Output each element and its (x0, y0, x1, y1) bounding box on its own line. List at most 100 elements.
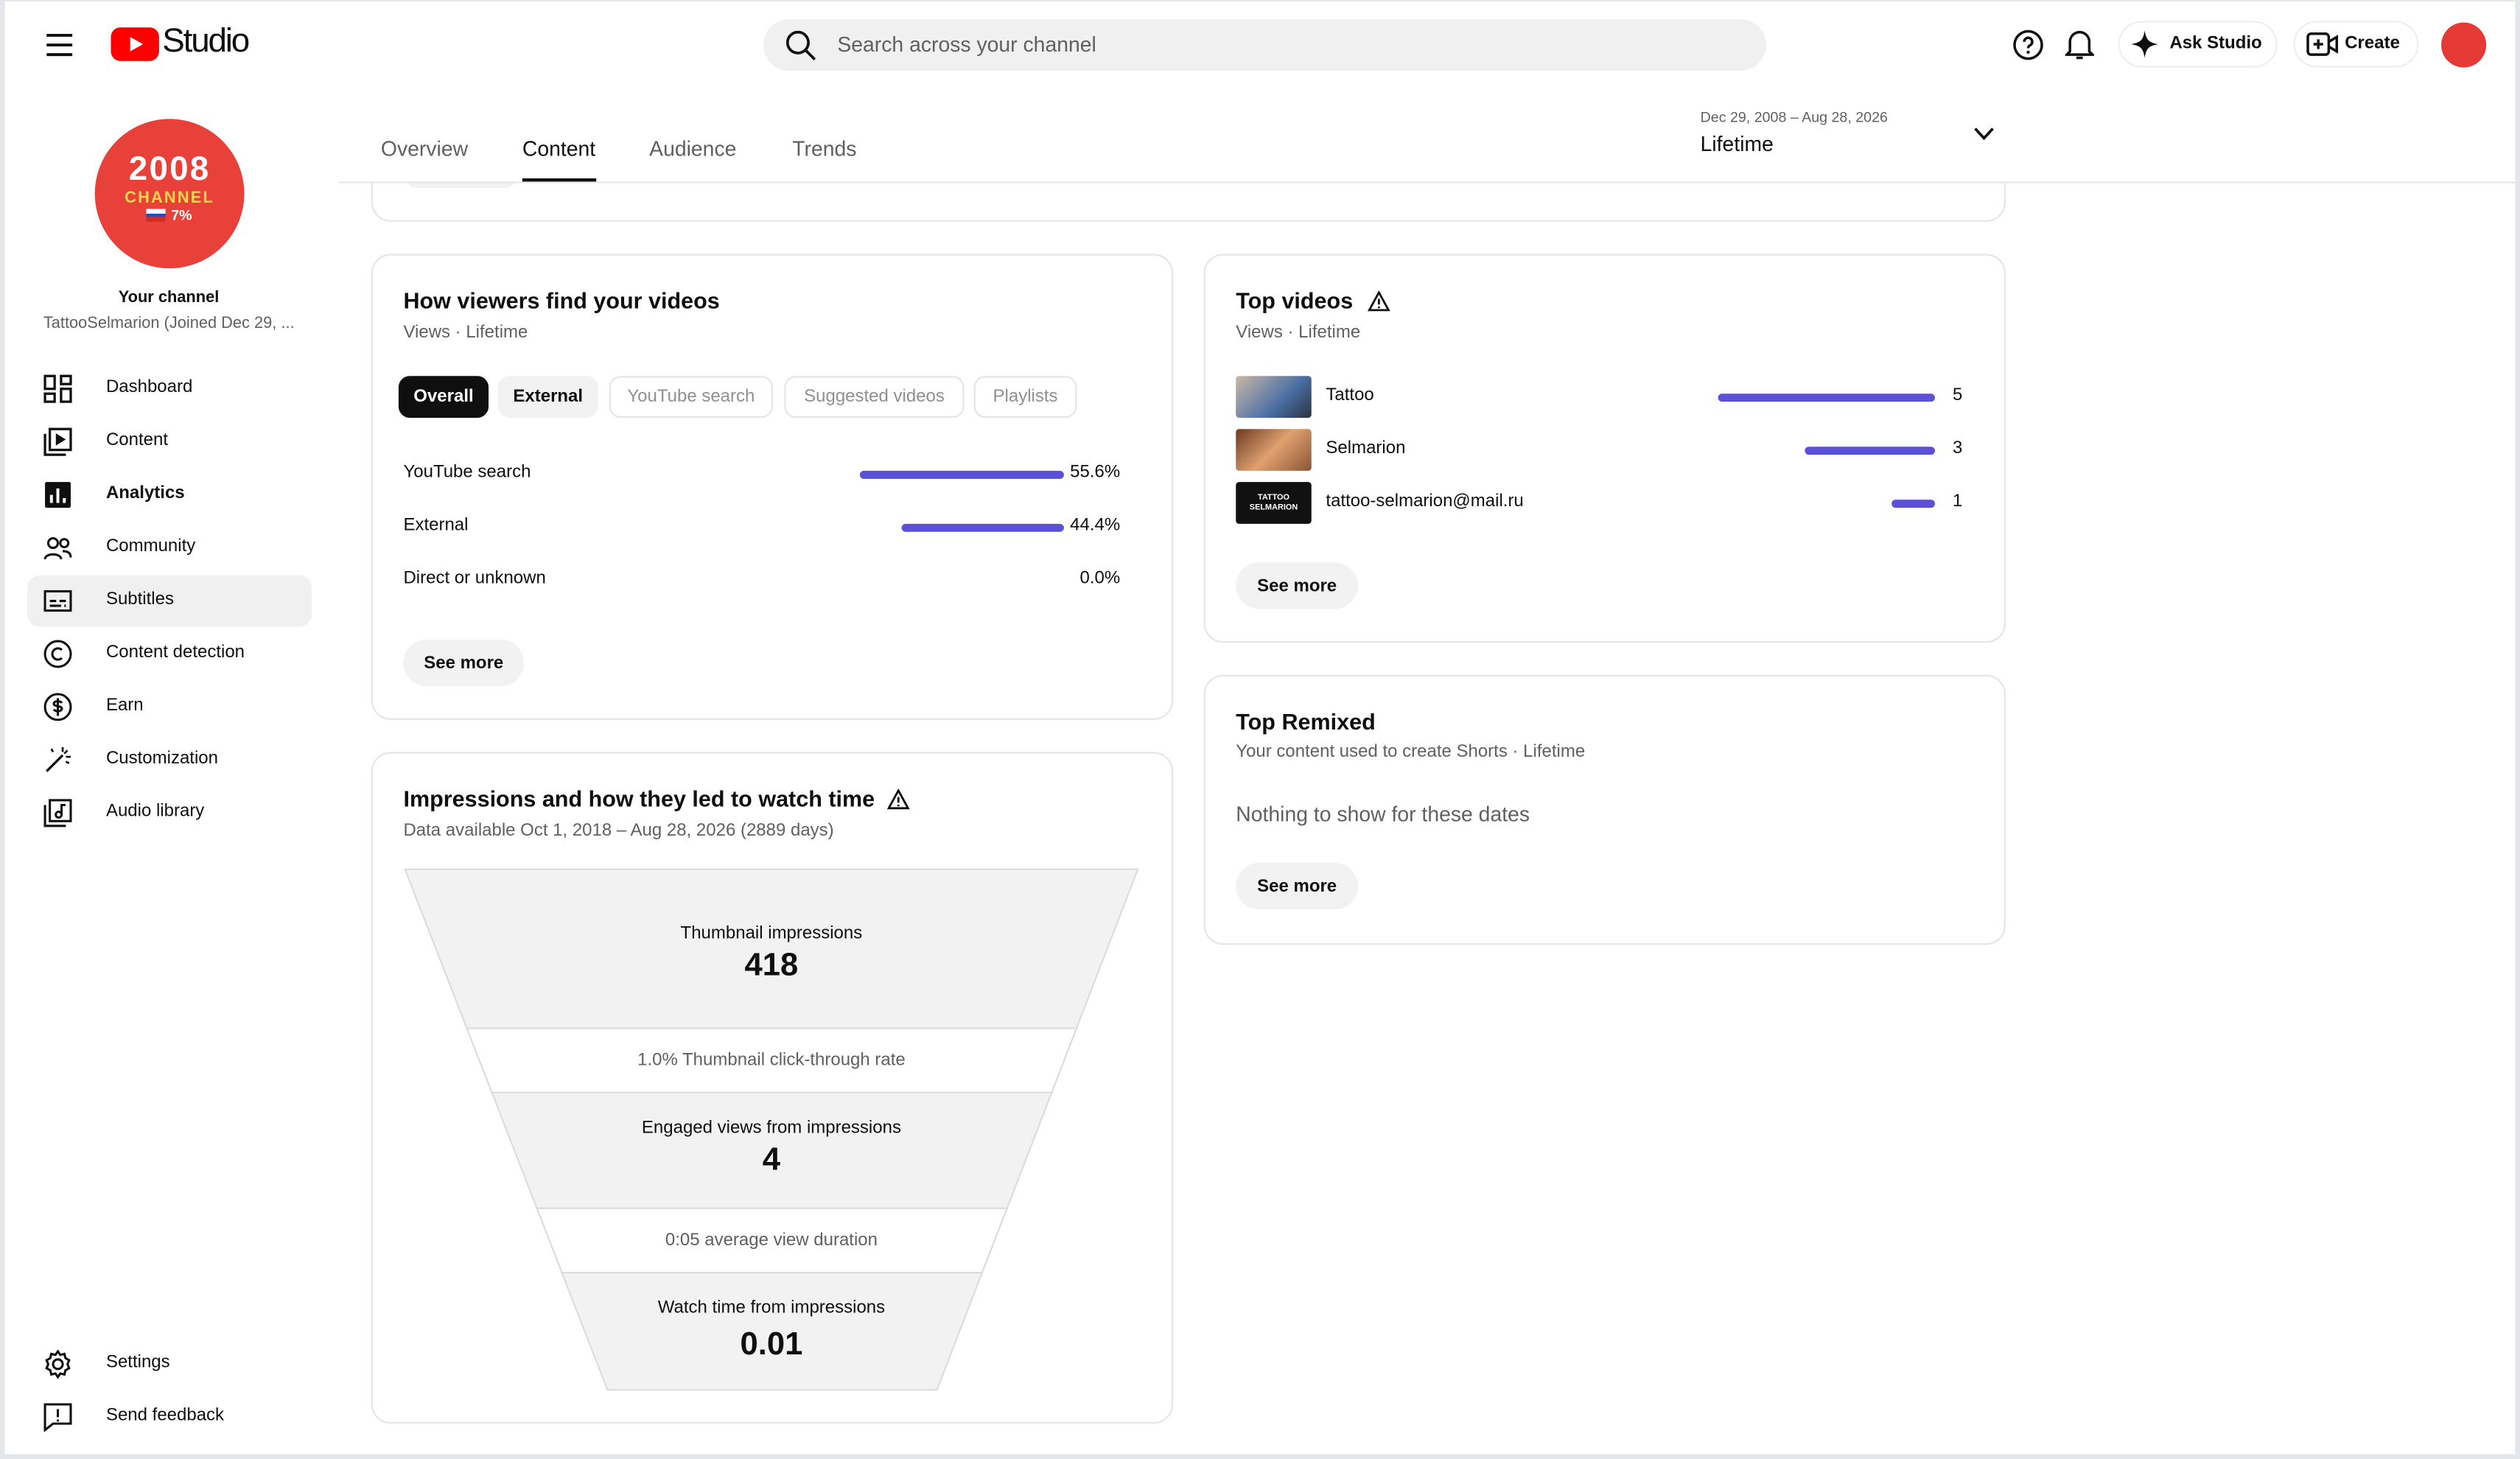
community-icon (43, 536, 72, 560)
traffic-source-label: External (403, 515, 469, 536)
video-title[interactable]: Tattoo (1326, 385, 1374, 405)
tab-trends[interactable]: Trends (792, 136, 857, 161)
traffic-subtitle: Views · Lifetime (403, 323, 528, 343)
nav-send-feedback[interactable]: Send feedback (105, 1406, 225, 1426)
filter-chip[interactable]: External (498, 376, 598, 418)
avatar-year: 2008 (128, 150, 211, 189)
video-views: 1 (1953, 491, 1963, 511)
traffic-source-label: YouTube search (403, 463, 531, 483)
filter-chip[interactable]: Suggested videos (784, 376, 965, 418)
active-tab-underline (522, 178, 597, 182)
funnel-subtitle: Data available Oct 1, 2018 – Aug 28, 202… (403, 821, 834, 841)
tab-overview[interactable]: Overview (380, 136, 469, 161)
nav-content-detection[interactable]: Content detection (105, 643, 245, 662)
tab-content[interactable]: Content (522, 136, 596, 161)
search-icon (785, 30, 816, 60)
funnel-stage (560, 1271, 984, 1391)
avatar-percent: 7% (171, 207, 192, 224)
see-more-button[interactable]: See more (1236, 562, 1359, 609)
create-button[interactable] (2293, 21, 2419, 68)
traffic-title: How viewers find your videos (403, 287, 720, 314)
audio-library-icon (43, 799, 72, 828)
date-range-label[interactable]: Lifetime (1700, 131, 1774, 156)
tab-audience[interactable]: Audience (649, 136, 737, 161)
search-placeholder: Search across your channel (837, 32, 1096, 57)
account-avatar[interactable] (2441, 22, 2487, 68)
stage-value: 0.01 (740, 1327, 803, 1363)
see-more-button[interactable]: See more (1236, 862, 1359, 910)
subtitles-icon (43, 589, 72, 612)
ask-studio-button[interactable] (2118, 21, 2278, 68)
date-dropdown-icon[interactable] (1973, 127, 1994, 141)
dashboard-icon (43, 374, 72, 403)
menu-button[interactable] (45, 32, 74, 58)
nav-settings[interactable]: Settings (105, 1353, 170, 1373)
video-thumbnail[interactable]: TATTOO SELMARION (1236, 482, 1312, 524)
nav-subtitles[interactable]: Subtitles (105, 589, 175, 609)
feedback-icon (43, 1403, 72, 1432)
warning-icon[interactable] (1368, 290, 1390, 312)
content-icon (43, 427, 72, 456)
earn-icon (43, 693, 72, 721)
filter-chip[interactable]: Overall (398, 376, 489, 418)
video-bar (1891, 500, 1936, 508)
warning-icon[interactable] (886, 788, 910, 810)
avatar-badge: 7% (95, 207, 245, 223)
funnel-shape (404, 868, 1139, 1391)
empty-message: Nothing to show for these dates (1236, 802, 1530, 826)
content-detection-icon (43, 640, 72, 668)
video-title[interactable]: Selmarion (1326, 438, 1406, 458)
logo-text: Studio (162, 22, 250, 60)
traffic-bar (859, 470, 1064, 479)
video-title[interactable]: tattoo-selmarion@mail.ru (1326, 491, 1524, 511)
nav-analytics[interactable]: Analytics (105, 483, 185, 503)
top-remixed-subtitle: Your content used to create Shorts · Lif… (1236, 742, 1586, 762)
video-thumbnail[interactable] (1236, 429, 1312, 471)
top-videos-title: Top videos (1236, 287, 1354, 314)
see-more-button[interactable]: See more (403, 639, 525, 687)
date-range: Dec 29, 2008 – Aug 28, 2026 (1700, 109, 1888, 126)
traffic-value-label: 55.6% (1070, 463, 1121, 483)
nav-customization[interactable]: Customization (105, 749, 218, 769)
nav-earn[interactable]: Earn (105, 696, 144, 715)
top-remixed-title: Top Remixed (1236, 708, 1376, 735)
nav-dashboard[interactable]: Dashboard (105, 377, 193, 397)
avatar-channel: CHANNEL (125, 189, 215, 208)
stage-value: 418 (744, 948, 799, 984)
stage-label: Thumbnail impressions (680, 923, 863, 944)
funnel-title: Impressions and how they led to watch ti… (403, 786, 875, 812)
nav-audio-library[interactable]: Audio library (105, 802, 205, 822)
notifications-icon[interactable] (2065, 27, 2094, 61)
help-icon[interactable] (2012, 29, 2045, 61)
traffic-value-label: 0.0% (1079, 568, 1121, 589)
flag (147, 209, 167, 222)
traffic-value-label: 44.4% (1070, 515, 1121, 536)
create-label: Create (2345, 33, 2400, 53)
thumbnail-text: TATTOO SELMARION (1249, 493, 1298, 513)
traffic-bar (900, 523, 1064, 532)
video-bar (1805, 447, 1936, 455)
create-icon (2306, 32, 2339, 56)
video-views: 3 (1953, 438, 1963, 458)
channel-avatar[interactable]: 2008 CHANNEL 7% (94, 119, 245, 269)
settings-icon (45, 1349, 71, 1379)
active-nav-background (27, 575, 312, 627)
filter-chip[interactable]: YouTube search (609, 376, 774, 418)
customization-icon (46, 746, 71, 772)
filter-chip[interactable]: Playlists (973, 376, 1077, 418)
stage-label: Watch time from impressions (657, 1298, 886, 1318)
video-thumbnail[interactable] (1236, 376, 1312, 418)
channel-label: Your channel (118, 289, 220, 307)
stage-label: Engaged views from impressions (641, 1118, 901, 1138)
video-bar (1718, 393, 1936, 402)
nav-community[interactable]: Community (105, 536, 196, 556)
search-box[interactable] (763, 19, 1767, 71)
youtube-logo[interactable] (111, 27, 159, 61)
channel-name: TattooSelmarion (Joined Dec 29, ... (43, 315, 295, 333)
nav-content[interactable]: Content (105, 430, 168, 450)
ask-studio-label: Ask Studio (2169, 33, 2262, 53)
rate-label: 1.0% Thumbnail click-through rate (637, 1051, 906, 1071)
